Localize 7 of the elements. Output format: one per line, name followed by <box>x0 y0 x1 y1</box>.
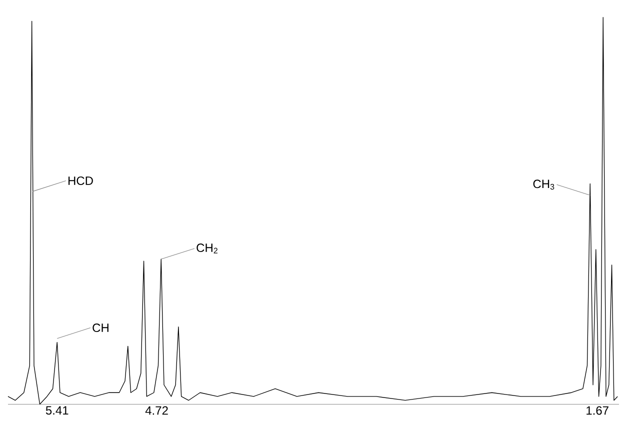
annotation: CH$_{2}$ <box>196 244 218 254</box>
x-tick-label: 4.72 <box>145 406 168 415</box>
annotation: CH$_{3}$ <box>533 180 554 190</box>
x-tick-label: 1.67 <box>586 406 608 415</box>
annotation: HCD <box>68 176 93 186</box>
annotation: CH <box>92 324 108 332</box>
x-tick-label: 5.41 <box>46 406 68 415</box>
